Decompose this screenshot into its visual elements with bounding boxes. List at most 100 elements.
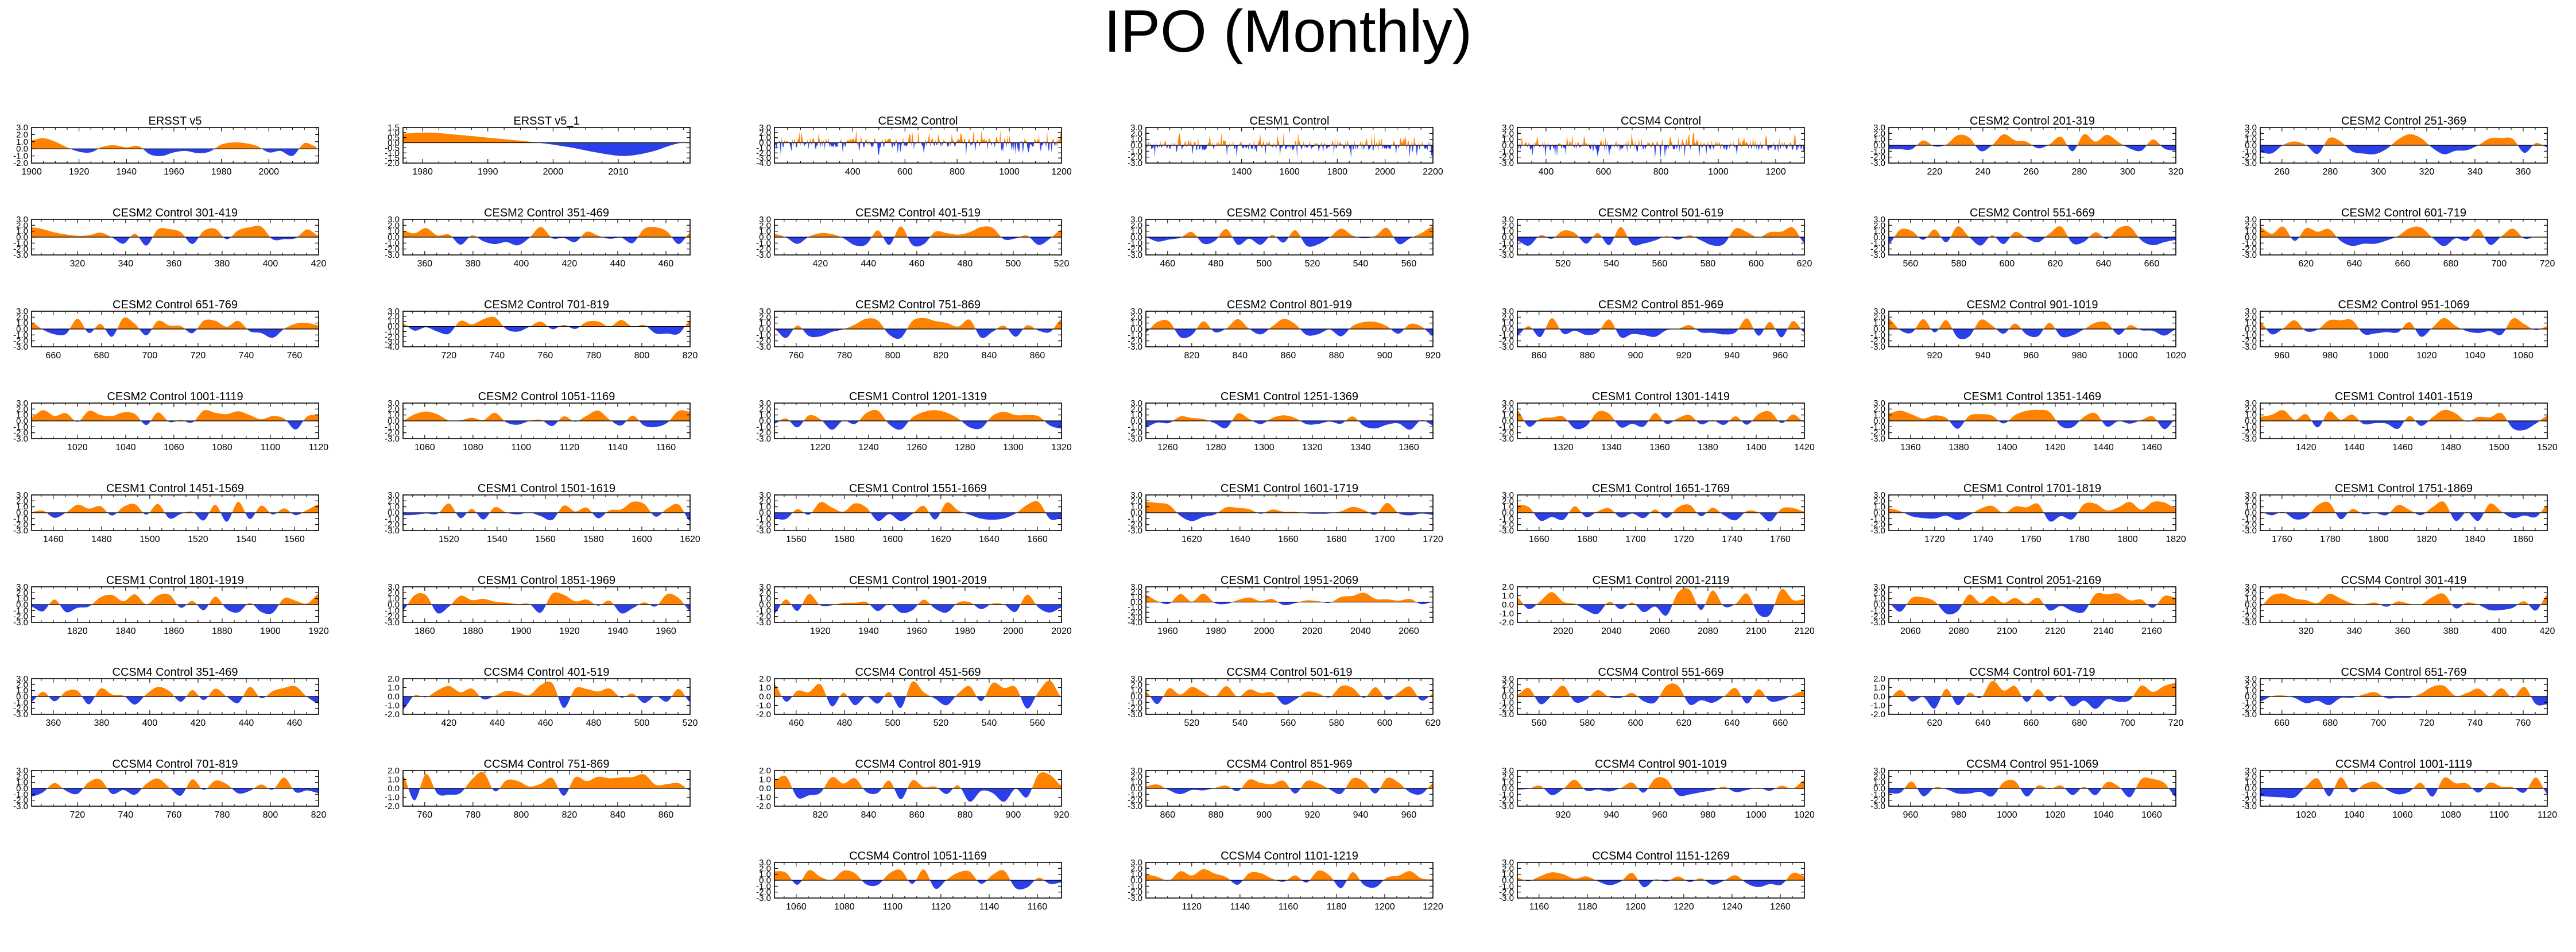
y-tick-label: 0.0: [1502, 784, 1514, 794]
y-tick-label: -1.0: [1870, 146, 1885, 156]
y-tick-label: -3.0: [13, 250, 28, 260]
y-tick-label: 3.0: [759, 307, 771, 316]
x-tick-label: 760: [788, 351, 804, 361]
y-tick-label: -1.0: [756, 330, 771, 340]
x-tick-label: 1500: [140, 535, 160, 544]
x-tick-label: 800: [263, 810, 278, 820]
panel-title: CESM2 Control 901-1019: [1966, 299, 2098, 311]
negative-anomaly-area: [32, 605, 319, 614]
chart-panel: CCSM4 Control 351-469 3.02.01.00.0-1.0-2.…: [13, 666, 319, 728]
panel-title: CCSM4 Control 351-469: [113, 666, 238, 679]
x-tick-label: 860: [1281, 351, 1296, 361]
x-tick-label: 1180: [1578, 902, 1598, 912]
y-tick-label: -1.0: [385, 793, 400, 803]
y-tick-label: 0.0: [16, 144, 28, 154]
chart-panel: CESM1 Control 1651-17693.02.01.00.0-1.0-…: [1499, 482, 1805, 544]
y-tick-label: 1.0: [1502, 411, 1514, 420]
y-tick-label: -1.0: [1499, 330, 1514, 340]
x-tick-label: 780: [465, 810, 481, 820]
x-tick-label: 1340: [1601, 443, 1622, 452]
x-tick-label: 400: [1539, 167, 1554, 177]
x-tick-label: 1600: [632, 535, 652, 544]
x-tick-label: 440: [239, 718, 254, 728]
negative-anomaly-area: [32, 513, 319, 522]
y-tick-label: -3.0: [13, 342, 28, 352]
y-tick-label: 2.0: [1130, 496, 1142, 506]
y-tick-label: 2.0: [1873, 129, 1885, 138]
y-tick-label: 0.0: [388, 138, 400, 148]
chart-panel: CESM2 Control 551-669 3.02.01.00.0-1.0-2.…: [1870, 207, 2176, 269]
x-tick-label: 740: [2467, 718, 2483, 728]
panel-title: CESM2 Control 801-919: [1227, 299, 1352, 311]
x-tick-label: 2000: [543, 167, 564, 177]
y-tick-label: 0.0: [2245, 233, 2257, 242]
y-tick-label: -3.0: [2242, 158, 2257, 168]
y-tick-label: 0.0: [1502, 692, 1514, 702]
y-tick-label: 0.0: [1873, 324, 1885, 334]
y-tick-label: -3.0: [2242, 250, 2257, 260]
x-tick-label: 1200: [1374, 902, 1395, 912]
y-tick-label: 3.0: [16, 674, 28, 684]
x-tick-label: 480: [836, 718, 852, 728]
y-tick-label: 1.0: [16, 686, 28, 696]
positive-anomaly-area: [1517, 588, 1804, 605]
positive-anomaly-area: [2260, 318, 2547, 329]
y-tick-label: -2.0: [385, 245, 400, 254]
y-tick-label: 1.0: [759, 227, 771, 237]
x-tick-label: 1080: [834, 902, 855, 912]
y-tick-label: 1.0: [759, 133, 771, 143]
x-tick-label: 1420: [2296, 443, 2317, 452]
y-tick-label: -3.0: [1499, 802, 1514, 811]
y-tick-label: -1.0: [13, 238, 28, 248]
y-tick-label: 3.0: [388, 490, 400, 500]
x-tick-label: 560: [1030, 718, 1045, 728]
y-tick-label: -3.0: [1128, 526, 1142, 536]
y-tick-label: 2.0: [16, 496, 28, 506]
positive-anomaly-area: [1889, 318, 2176, 329]
x-tick-label: 1360: [1399, 443, 1419, 452]
y-tick-label: 1.0: [1502, 227, 1514, 237]
chart-panel: CESM2 Control 951-1069 3.02.01.00.0-1.0-2…: [2242, 299, 2548, 361]
x-tick-label: 700: [2120, 718, 2136, 728]
positive-anomaly-area: [774, 772, 1062, 788]
y-tick-label: 2.0: [759, 766, 771, 776]
x-tick-label: 680: [2072, 718, 2087, 728]
x-tick-label: 1100: [261, 443, 281, 452]
panel-title: ERSST v5: [149, 115, 202, 127]
y-tick-label: -2.0: [2242, 245, 2257, 254]
x-tick-label: 920: [1425, 351, 1441, 361]
negative-anomaly-area: [774, 880, 1062, 890]
y-tick-label: 1.0: [2245, 686, 2257, 696]
x-tick-label: 1660: [1278, 535, 1299, 544]
x-tick-label: 1620: [931, 535, 951, 544]
x-tick-label: 840: [861, 810, 877, 820]
x-tick-label: 900: [1257, 810, 1272, 820]
x-tick-label: 900: [1006, 810, 1021, 820]
y-tick-label: 3.0: [1502, 398, 1514, 408]
x-tick-label: 340: [118, 259, 134, 269]
x-tick-label: 1900: [260, 626, 281, 636]
x-tick-label: 920: [1305, 810, 1320, 820]
chart-panel: CESM1 Control 1551-16693.02.01.00.0-1.0-…: [756, 482, 1062, 544]
y-tick-label: -0.5: [385, 143, 400, 153]
y-tick-label: -3.0: [385, 618, 400, 628]
x-tick-label: 1860: [415, 626, 435, 636]
y-tick-label: 0.0: [1130, 233, 1142, 242]
x-tick-label: 1120: [931, 902, 951, 912]
y-tick-label: -2.0: [1499, 245, 1514, 254]
y-tick-label: -3.0: [1499, 893, 1514, 903]
x-tick-label: 800: [514, 810, 529, 820]
y-tick-label: 1.0: [2245, 594, 2257, 604]
y-tick-label: -2.0: [1870, 428, 1885, 438]
y-tick-label: 1.0: [1130, 686, 1142, 696]
chart-panel: CESM2 Control 651-769 3.02.01.00.0-1.0-2.…: [13, 299, 319, 361]
chart-panel: CESM1 Control 1701-18193.02.01.00.0-1.0-…: [1870, 482, 2186, 544]
x-tick-label: 1060: [786, 902, 807, 912]
panel-title: CCSM4 Control 1151-1269: [1592, 850, 1730, 862]
panel-title: CESM2 Control 951-1069: [2338, 299, 2469, 311]
x-tick-label: 800: [1653, 167, 1669, 177]
negative-anomaly-area: [2260, 329, 2547, 337]
y-tick-label: -2.0: [13, 336, 28, 346]
x-tick-label: 2000: [1254, 626, 1275, 636]
y-tick-label: 1.0: [759, 870, 771, 880]
